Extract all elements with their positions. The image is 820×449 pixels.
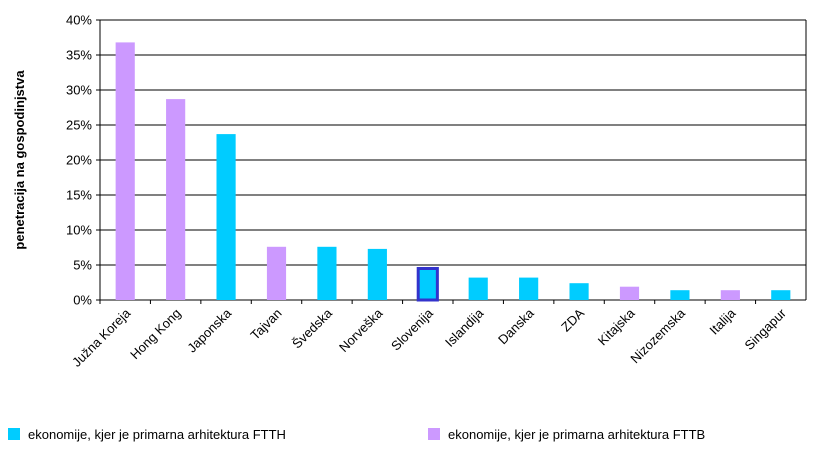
- bar: [720, 290, 740, 300]
- x-tick-label: Slovenija: [388, 305, 436, 353]
- bar: [367, 248, 387, 300]
- bar: [619, 286, 640, 300]
- x-tick-label: Švedska: [289, 305, 335, 351]
- x-tick-label: Islandija: [442, 305, 487, 350]
- y-tick-label: 0%: [73, 293, 92, 308]
- bar: [569, 283, 589, 300]
- x-tick-label: Singapur: [741, 305, 789, 353]
- bar: [317, 246, 337, 300]
- y-axis-label: penetracija na gospodinjstva: [12, 70, 27, 250]
- x-tick-label: Tajvan: [247, 306, 284, 343]
- y-tick-label: 15%: [66, 188, 92, 203]
- legend-swatch: [8, 428, 20, 440]
- x-tick-label: Južna Koreja: [69, 305, 134, 370]
- bar: [416, 267, 439, 302]
- x-tick-label: Danska: [495, 305, 537, 347]
- y-tick-label: 25%: [66, 118, 92, 133]
- bar: [468, 277, 488, 300]
- bar: [216, 134, 236, 300]
- x-tick-label: Italija: [706, 305, 739, 338]
- legend-swatch: [428, 428, 440, 440]
- bar: [771, 290, 791, 300]
- bar: [519, 277, 539, 300]
- y-tick-label: 35%: [66, 48, 92, 63]
- y-tick-label: 10%: [66, 223, 92, 238]
- x-tick-label: Japonska: [184, 305, 235, 356]
- bar: [670, 290, 690, 300]
- legend-label: ekonomije, kjer je primarna arhitektura …: [28, 427, 286, 442]
- y-tick-label: 30%: [66, 83, 92, 98]
- y-tick-label: 40%: [66, 13, 92, 28]
- bar: [266, 246, 287, 300]
- x-tick-label: ZDA: [558, 305, 587, 334]
- x-tick-label: Kitajska: [595, 305, 638, 348]
- bar: [115, 42, 135, 301]
- bar: [166, 99, 186, 300]
- y-tick-label: 5%: [73, 258, 92, 273]
- y-tick-label: 20%: [66, 153, 92, 168]
- x-tick-label: Hong Kong: [127, 306, 184, 363]
- legend-label: ekonomije, kjer je primarna arhitektura …: [448, 427, 705, 442]
- x-tick-label: Norveška: [336, 305, 386, 355]
- x-tick-label: Nizozemska: [627, 305, 688, 366]
